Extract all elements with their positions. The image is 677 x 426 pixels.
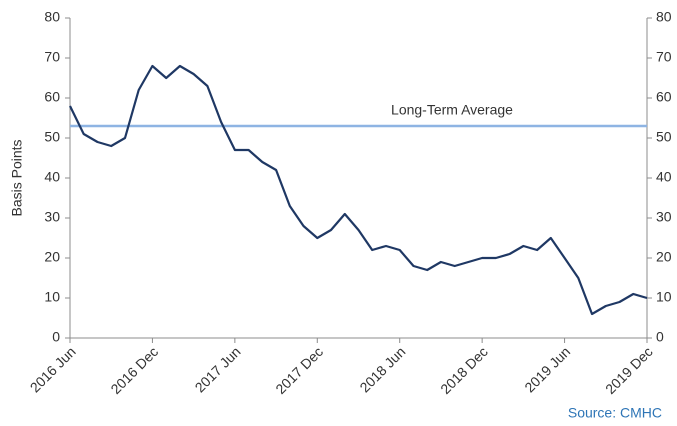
x-tick-label: 2017 Dec [272,343,326,397]
x-tick-label: 2018 Jun [356,343,408,395]
y-tick-label: 70 [44,49,60,65]
y2-tick-label: 20 [656,249,672,265]
y-tick-label: 0 [52,329,60,345]
x-tick-label: 2019 Jun [521,343,573,395]
y2-tick-label: 40 [656,169,672,185]
source: Source: CMHC [568,405,662,421]
x-tick-label: 2016 Jun [27,343,79,395]
y-tick-label: 10 [44,289,60,305]
y-tick-label: 50 [44,129,60,145]
y2-tick-label: 80 [656,9,672,25]
y-tick-label: 30 [44,209,60,225]
x-tick-label: 2016 Dec [107,343,161,397]
y-axis-label: Basis Points [9,139,25,216]
data-line [69,64,648,316]
y-tick-label: 80 [44,9,60,25]
reference-label: Long-Term Average [391,102,513,118]
y2-tick-label: 0 [656,329,664,345]
x-tick-label: 2018 Dec [437,343,491,397]
y2-tick-label: 50 [656,129,672,145]
x-tick-label: 2019 Dec [602,343,656,397]
y2-tick-label: 60 [656,89,672,105]
y-tick-label: 20 [44,249,60,265]
x-tick-label: 2017 Jun [192,343,244,395]
y-tick-label: 60 [44,89,60,105]
y-tick-label: 40 [44,169,60,185]
y2-tick-label: 10 [656,289,672,305]
y2-tick-label: 30 [656,209,672,225]
y2-tick-label: 70 [656,49,672,65]
